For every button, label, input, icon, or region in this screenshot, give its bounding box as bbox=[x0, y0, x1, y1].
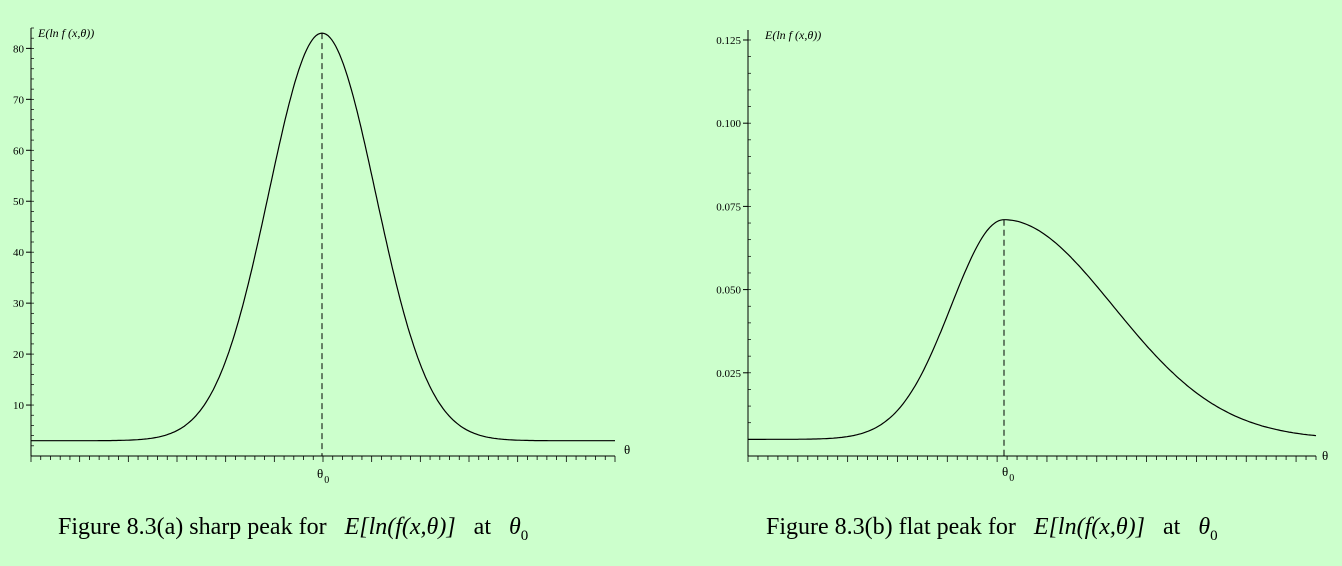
y-tick-label: 0.100 bbox=[716, 118, 741, 130]
y-tick-label: 0.125 bbox=[716, 35, 741, 47]
caption-a-prefix: Figure 8.3(a) sharp peak for bbox=[58, 514, 327, 540]
y-tick-label: 70 bbox=[13, 94, 25, 106]
chart-a-theta0-sub: 0 bbox=[324, 475, 329, 486]
y-tick-label: 0.025 bbox=[716, 368, 741, 380]
y-tick-label: 10 bbox=[13, 400, 25, 412]
y-tick-label: 60 bbox=[13, 145, 25, 157]
chart-a-theta0-symbol: θ bbox=[317, 466, 323, 481]
chart-a-curve bbox=[31, 32, 615, 442]
chart-a-y-axis-label: E(ln f (x,θ)) bbox=[37, 26, 94, 40]
chart-b-x-axis-label: θ bbox=[1322, 448, 1328, 463]
chart-a-x-axis-label: θ bbox=[624, 442, 630, 457]
y-tick-label: 0.050 bbox=[716, 285, 741, 297]
y-tick-label: 40 bbox=[13, 247, 25, 259]
y-tick-label: 30 bbox=[13, 298, 25, 310]
chart-b-y-ticks: 0.025 0.050 0.075 0.100 0.125 bbox=[716, 35, 751, 440]
caption-b-theta-sub: 0 bbox=[1210, 527, 1218, 544]
caption-a-theta-sub: 0 bbox=[520, 527, 529, 544]
caption-a-at: at bbox=[473, 514, 491, 540]
y-tick-label: 80 bbox=[13, 43, 25, 55]
chart-b-x-ticks bbox=[747, 456, 1317, 462]
chart-b-theta0-label: θ0 bbox=[1002, 464, 1014, 484]
chart-b-theta0-sub: 0 bbox=[1009, 473, 1014, 484]
caption-b: Figure 8.3(b) flat peak for E[ln(f(x,θ)]… bbox=[766, 514, 1218, 545]
y-tick-label: 20 bbox=[13, 349, 25, 361]
chart-a-y-ticks: 10 20 30 40 50 60 70 80 bbox=[13, 27, 34, 447]
chart-b-y-axis-label: E(ln f (x,θ)) bbox=[764, 28, 821, 42]
chart-a-x-ticks bbox=[30, 456, 616, 462]
caption-b-prefix: Figure 8.3(b) flat peak for bbox=[766, 514, 1016, 540]
caption-b-at: at bbox=[1163, 514, 1181, 540]
caption-a: Figure 8.3(a) sharp peak for E[ln(f(x,θ)… bbox=[58, 514, 528, 545]
chart-b-curve bbox=[748, 219, 1317, 440]
caption-a-theta: θ bbox=[509, 514, 521, 540]
y-tick-label: 50 bbox=[13, 196, 25, 208]
caption-a-expression: E[ln(f(x,θ)] bbox=[344, 514, 456, 540]
chart-b-theta0-symbol: θ bbox=[1002, 464, 1008, 479]
caption-b-expression: E[ln(f(x,θ)] bbox=[1033, 514, 1146, 540]
chart-a-theta0-label: θ0 bbox=[317, 466, 329, 486]
caption-b-theta: θ bbox=[1198, 514, 1211, 540]
y-tick-label: 0.075 bbox=[716, 201, 741, 213]
